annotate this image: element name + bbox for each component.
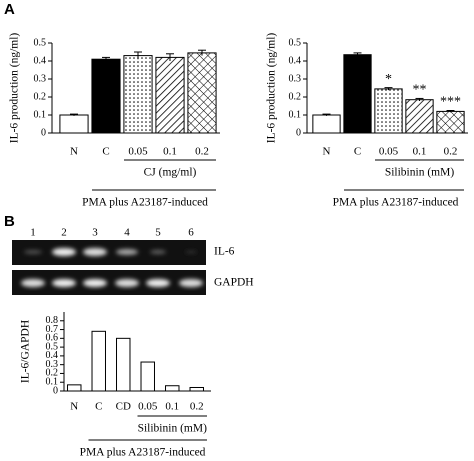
x-tick-label: 0.05 bbox=[138, 401, 158, 413]
annotation: * bbox=[385, 72, 392, 87]
y-tick-label: 0.7 bbox=[46, 324, 59, 335]
y-axis-label: IL-6 production (ng/ml) bbox=[266, 33, 278, 144]
y-tick-label: 0.2 bbox=[46, 368, 59, 379]
panel-label: A bbox=[4, 1, 15, 18]
lane-label: 2 bbox=[61, 227, 67, 239]
bar bbox=[155, 56, 185, 134]
x-tick-label: 0.1 bbox=[413, 146, 427, 158]
x-tick-label: C bbox=[95, 401, 102, 413]
y-tick-label: 0.6 bbox=[46, 333, 59, 344]
band-label: IL-6 bbox=[214, 246, 235, 258]
x-tick-label: C bbox=[102, 146, 109, 158]
lane-label: 3 bbox=[92, 227, 98, 239]
error-bar bbox=[166, 53, 174, 61]
bar bbox=[67, 384, 82, 392]
x-tick-label: 0.1 bbox=[163, 146, 177, 158]
error-bar bbox=[198, 49, 206, 56]
x-tick-label: N bbox=[70, 146, 78, 158]
x-tick-label: N bbox=[70, 401, 78, 413]
error-bar bbox=[353, 52, 362, 57]
error-bar bbox=[102, 56, 110, 61]
x-tick-label: 0.05 bbox=[379, 146, 399, 158]
error-bar bbox=[446, 110, 455, 113]
x-tick-label: 0.2 bbox=[190, 401, 204, 413]
x-tick-label: 0.1 bbox=[165, 401, 179, 413]
panel-label: B bbox=[4, 213, 15, 230]
error-bar bbox=[384, 87, 393, 91]
group-label: Silibinin (mM) bbox=[385, 167, 454, 179]
y-axis-label: IL-6 production (ng/ml) bbox=[9, 33, 21, 144]
error-bar bbox=[134, 51, 142, 60]
bar bbox=[165, 385, 180, 392]
bar bbox=[91, 330, 106, 392]
annotation: *** bbox=[440, 95, 461, 110]
error-bar bbox=[415, 97, 424, 101]
gel-strip bbox=[12, 240, 206, 265]
bar bbox=[140, 361, 155, 392]
y-tick-label: 0.4 bbox=[46, 350, 59, 361]
bar bbox=[436, 110, 465, 134]
group-label: Silibinin (mM) bbox=[138, 423, 207, 435]
y-tick-label: 0.2 bbox=[289, 91, 302, 102]
band-label: GAPDH bbox=[214, 277, 254, 289]
annotation: ** bbox=[413, 83, 427, 98]
bar bbox=[123, 55, 153, 134]
y-tick-label: 0.1 bbox=[46, 377, 59, 388]
y-tick-label: 0.8 bbox=[46, 315, 59, 326]
bar bbox=[405, 99, 434, 134]
bar bbox=[91, 58, 121, 134]
bar bbox=[189, 386, 204, 392]
error-bar bbox=[322, 113, 331, 116]
treatment-label: PMA plus A23187-induced bbox=[82, 197, 208, 209]
lane-label: 5 bbox=[155, 227, 161, 239]
chart: 0 0.1 0.2 0.3 0.4 0.5 IL-6 production (ng/ml) N… bbox=[9, 33, 220, 209]
gel bbox=[12, 240, 206, 295]
bar bbox=[116, 337, 131, 392]
y-tick-label: 0.5 bbox=[289, 37, 302, 48]
lane-label: 1 bbox=[30, 227, 36, 239]
x-tick-label: 0.2 bbox=[195, 146, 209, 158]
x-tick-label: C bbox=[354, 146, 361, 158]
lane-label: 6 bbox=[188, 227, 194, 239]
y-tick-label: 0.3 bbox=[289, 73, 302, 84]
y-tick-label: 0.2 bbox=[34, 91, 47, 102]
y-tick-label: 0.1 bbox=[289, 109, 302, 120]
y-tick-label: 0.1 bbox=[34, 109, 47, 120]
y-tick-label: 0.4 bbox=[34, 55, 47, 66]
treatment-label: PMA plus A23187-induced bbox=[80, 447, 206, 459]
y-tick-label: 0 bbox=[53, 385, 58, 396]
y-tick-label: 0 bbox=[296, 127, 301, 138]
y-tick-label: 0 bbox=[41, 127, 46, 138]
bar bbox=[374, 88, 403, 134]
x-tick-label: 0.05 bbox=[128, 146, 148, 158]
x-tick-label: 0.2 bbox=[444, 146, 458, 158]
bar bbox=[343, 54, 372, 134]
y-tick-label: 0.5 bbox=[46, 341, 59, 352]
bar bbox=[59, 114, 89, 134]
bar bbox=[187, 52, 217, 134]
chart: 0 0.1 0.2 0.3 0.4 0.5 IL-6 production (ng/ml) N… bbox=[266, 33, 468, 209]
y-tick-label: 0.3 bbox=[46, 359, 59, 370]
group-label: CJ (mg/ml) bbox=[144, 167, 197, 179]
x-tick-label: CD bbox=[116, 401, 131, 413]
error-bar bbox=[70, 113, 78, 116]
bar bbox=[312, 114, 341, 134]
y-tick-label: 0.5 bbox=[34, 37, 47, 48]
y-axis-label: IL-6/GAPDH bbox=[20, 320, 32, 383]
lane-label: 4 bbox=[124, 227, 130, 239]
x-tick-label: N bbox=[323, 146, 331, 158]
y-tick-label: 0.3 bbox=[34, 73, 47, 84]
treatment-label: PMA plus A23187-induced bbox=[333, 197, 459, 209]
y-tick-label: 0.4 bbox=[289, 55, 302, 66]
